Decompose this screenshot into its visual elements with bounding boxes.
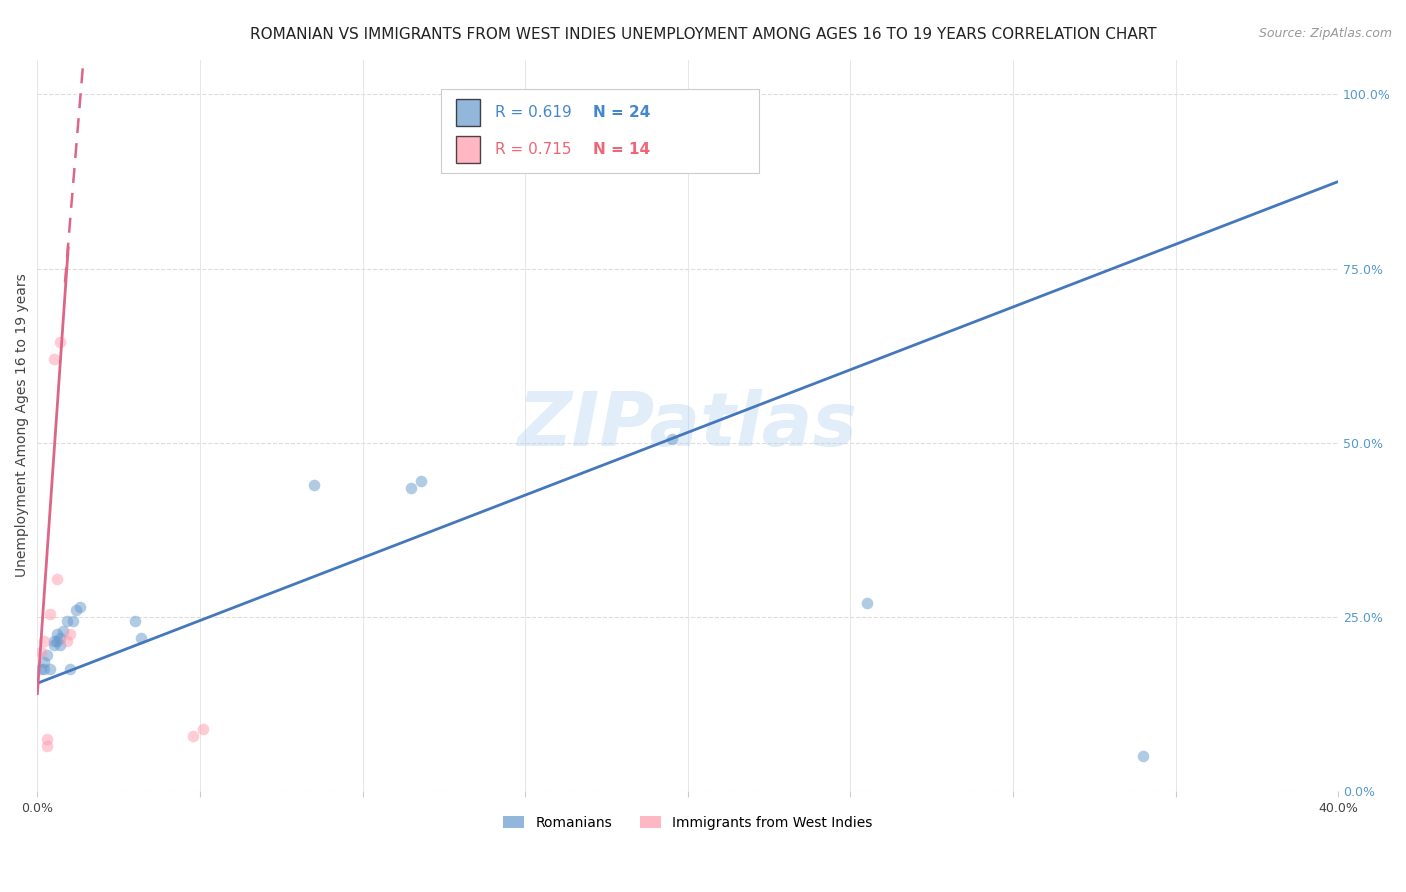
Point	[39, 662, 62, 676]
Point	[45, 634, 67, 648]
Point	[30, 662, 52, 676]
Text: Source: ZipAtlas.com: Source: ZipAtlas.com	[1258, 27, 1392, 40]
Point	[59, 662, 82, 676]
Point	[401, 481, 423, 495]
Text: ZIPatlas: ZIPatlas	[517, 389, 858, 462]
Point	[183, 729, 205, 743]
Point	[1132, 749, 1154, 764]
Point	[32, 656, 55, 670]
Point	[42, 638, 65, 652]
Point	[45, 627, 67, 641]
Point	[55, 634, 77, 648]
Y-axis label: Unemployment Among Ages 16 to 19 years: Unemployment Among Ages 16 to 19 years	[15, 274, 30, 577]
Point	[193, 722, 215, 736]
FancyBboxPatch shape	[440, 89, 759, 173]
Point	[302, 477, 325, 491]
Point	[32, 662, 55, 676]
Text: N = 14: N = 14	[593, 142, 650, 157]
Point	[35, 648, 58, 663]
FancyBboxPatch shape	[456, 136, 479, 163]
Text: R = 0.715: R = 0.715	[495, 142, 572, 157]
Point	[35, 731, 58, 746]
Text: R = 0.619: R = 0.619	[495, 105, 572, 120]
Point	[124, 614, 146, 628]
Point	[42, 634, 65, 648]
Point	[42, 352, 65, 367]
Point	[65, 603, 87, 617]
Point	[49, 334, 72, 349]
Point	[411, 474, 433, 488]
Point	[62, 614, 84, 628]
Point	[69, 599, 91, 614]
Point	[49, 631, 72, 645]
Point	[49, 638, 72, 652]
Text: ROMANIAN VS IMMIGRANTS FROM WEST INDIES UNEMPLOYMENT AMONG AGES 16 TO 19 YEARS C: ROMANIAN VS IMMIGRANTS FROM WEST INDIES …	[250, 27, 1156, 42]
Point	[52, 624, 75, 638]
Point	[661, 433, 683, 447]
Point	[45, 572, 67, 586]
Point	[855, 596, 877, 610]
Point	[35, 739, 58, 753]
Point	[32, 634, 55, 648]
Point	[55, 614, 77, 628]
Point	[131, 631, 153, 645]
Point	[39, 607, 62, 621]
Point	[59, 627, 82, 641]
Point	[30, 645, 52, 659]
FancyBboxPatch shape	[456, 98, 479, 127]
Legend: Romanians, Immigrants from West Indies: Romanians, Immigrants from West Indies	[498, 811, 877, 836]
Text: N = 24: N = 24	[593, 105, 650, 120]
